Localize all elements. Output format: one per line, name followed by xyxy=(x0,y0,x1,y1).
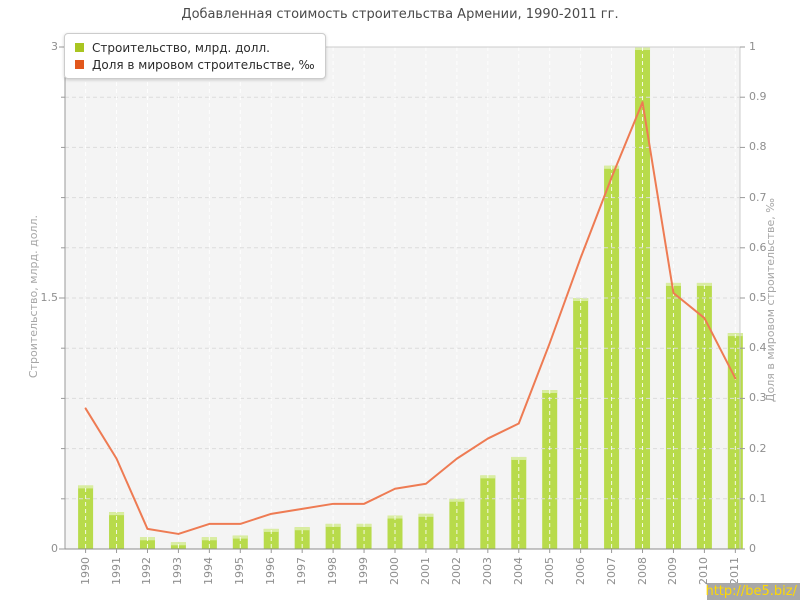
x-tick-label: 1997 xyxy=(295,557,309,585)
watermark-box: http://be5.biz/ xyxy=(705,583,800,600)
x-tick-label: 1994 xyxy=(202,557,216,585)
bar-1994 xyxy=(201,537,217,549)
legend-item-share[interactable]: Доля в мировом строительстве, ‰ xyxy=(75,56,315,73)
y-tick-label-left: 1.5 xyxy=(40,291,59,304)
x-tick-label: 2010 xyxy=(697,557,711,585)
x-tick-label: 1998 xyxy=(326,557,340,585)
bar-top-highlight xyxy=(78,485,94,489)
x-tick-label: 2011 xyxy=(728,557,742,585)
x-tick-label: 1993 xyxy=(171,557,185,585)
x-tick-label: 2000 xyxy=(388,557,401,585)
y-tick-label-right: 0.3 xyxy=(749,391,767,405)
x-tick-label: 2008 xyxy=(635,557,649,585)
bar-top-highlight xyxy=(696,282,712,286)
x-tick-label: 2006 xyxy=(573,557,587,585)
y-tick-label-right: 0.4 xyxy=(749,341,767,355)
bar-1998 xyxy=(325,523,341,549)
bar-2010 xyxy=(696,282,712,549)
y-tick-label-right: 0.5 xyxy=(749,291,767,304)
bar-2006 xyxy=(573,298,589,549)
bar-1999 xyxy=(356,523,372,549)
y-tick-label-right: 0.2 xyxy=(749,441,767,455)
x-tick-label: 2005 xyxy=(542,557,556,585)
y-tick-label-right: 0 xyxy=(749,542,756,555)
x-tick-label: 2002 xyxy=(449,557,463,585)
y-tick-label-right: 0.8 xyxy=(749,140,767,154)
x-tick-label: 1991 xyxy=(109,557,123,585)
bar-top-highlight xyxy=(665,282,681,286)
y-tick-label-right: 0.7 xyxy=(749,190,767,204)
x-tick-label: 2009 xyxy=(666,557,680,585)
x-tick-label: 1995 xyxy=(233,557,247,585)
bar-top-highlight xyxy=(170,542,186,546)
bar-top-highlight xyxy=(418,513,434,517)
x-tick-label: 1992 xyxy=(140,557,154,585)
y-tick-label-right: 0.9 xyxy=(749,90,767,104)
x-tick-label: 1996 xyxy=(264,557,278,585)
x-tick-label: 2007 xyxy=(604,557,618,585)
x-tick-label: 1999 xyxy=(357,557,371,585)
y-tick-label-left: 3 xyxy=(51,40,58,53)
bar-top-highlight xyxy=(294,527,310,531)
legend-item-construction[interactable]: Строительство, млрд. долл. xyxy=(75,39,315,56)
x-tick-label: 2001 xyxy=(418,557,432,585)
y-tick-label-left: 0 xyxy=(51,542,58,555)
bar-2009 xyxy=(665,282,681,549)
legend-swatch-construction-icon xyxy=(75,43,84,52)
bar-top-highlight xyxy=(109,512,125,516)
x-tick-label: 2003 xyxy=(480,557,494,585)
legend-label-share: Доля в мировом строительстве, ‰ xyxy=(92,57,315,72)
bar-1992 xyxy=(139,537,155,549)
legend-label-construction: Строительство, млрд. долл. xyxy=(92,40,270,55)
x-tick-label: 1990 xyxy=(78,557,92,585)
y-tick-label-right: 0.6 xyxy=(749,240,767,254)
legend-swatch-share-icon xyxy=(75,60,84,69)
y-tick-label-right: 1 xyxy=(749,40,756,53)
x-tick-label: 2004 xyxy=(511,557,525,585)
share-line xyxy=(84,101,737,535)
y-tick-label-right: 0.1 xyxy=(749,491,767,505)
legend: Строительство, млрд. долл. Доля в мирово… xyxy=(64,33,326,79)
bar-top-highlight xyxy=(449,498,465,502)
right-axis-title: Доля в мировом строительстве, ‰ xyxy=(764,198,777,403)
chart-title: Добавленная стоимость строительства Арме… xyxy=(181,7,619,22)
bar-top-highlight xyxy=(511,456,527,460)
bar-1995 xyxy=(232,535,248,549)
watermark-link[interactable]: http://be5.biz/ xyxy=(705,584,797,599)
left-axis-title: Строительство, млрд. долл. xyxy=(27,215,40,379)
